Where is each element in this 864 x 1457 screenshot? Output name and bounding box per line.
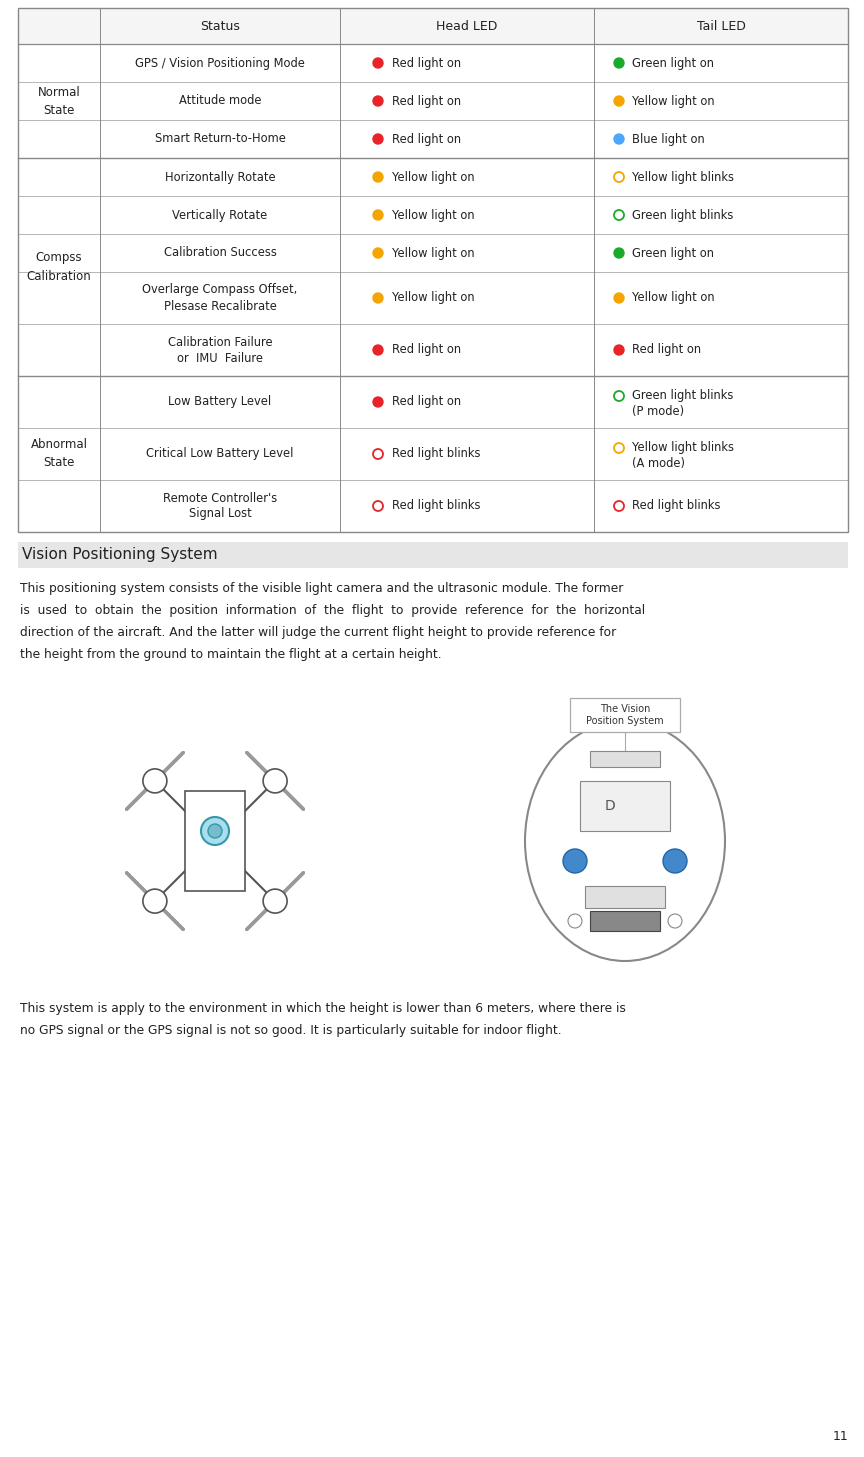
Ellipse shape	[525, 721, 725, 962]
Text: Remote Controller's: Remote Controller's	[163, 491, 277, 504]
Text: Red light on: Red light on	[392, 395, 461, 408]
Text: Yellow light blinks: Yellow light blinks	[632, 170, 734, 184]
Text: Green light blinks: Green light blinks	[632, 208, 734, 221]
Circle shape	[373, 58, 383, 68]
Circle shape	[143, 889, 167, 914]
Circle shape	[373, 172, 383, 182]
Text: Plesase Recalibrate: Plesase Recalibrate	[163, 300, 276, 312]
Text: Yellow light on: Yellow light on	[632, 291, 715, 305]
Circle shape	[663, 849, 687, 873]
Text: Green light on: Green light on	[632, 57, 714, 70]
Text: Blue light on: Blue light on	[632, 133, 705, 146]
Text: 11: 11	[832, 1429, 848, 1442]
Text: Head LED: Head LED	[436, 19, 498, 32]
Text: Yellow light on: Yellow light on	[392, 291, 474, 305]
Text: Compss
Calibration: Compss Calibration	[27, 252, 92, 283]
Text: Low Battery Level: Low Battery Level	[168, 395, 271, 408]
Text: or  IMU  Failure: or IMU Failure	[177, 351, 263, 364]
Circle shape	[614, 345, 624, 356]
Text: Vertically Rotate: Vertically Rotate	[173, 208, 268, 221]
Text: Red light on: Red light on	[632, 344, 701, 357]
Text: Normal
State: Normal State	[38, 86, 80, 117]
Circle shape	[373, 210, 383, 220]
Text: Critical Low Battery Level: Critical Low Battery Level	[146, 447, 294, 460]
Text: Status: Status	[200, 19, 240, 32]
Text: no GPS signal or the GPS signal is not so good. It is particularly suitable for : no GPS signal or the GPS signal is not s…	[20, 1024, 562, 1037]
Text: Overlarge Compass Offset,: Overlarge Compass Offset,	[143, 284, 297, 297]
Text: Yellow light on: Yellow light on	[392, 170, 474, 184]
Bar	[570, 698, 680, 731]
Circle shape	[614, 96, 624, 106]
Text: This positioning system consists of the visible light camera and the ultrasonic : This positioning system consists of the …	[20, 581, 623, 594]
Text: is  used  to  obtain  the  position  information  of  the  flight  to  provide  : is used to obtain the position informati…	[20, 605, 645, 616]
Text: GPS / Vision Positioning Mode: GPS / Vision Positioning Mode	[135, 57, 305, 70]
Text: Yellow light on: Yellow light on	[632, 95, 715, 108]
Text: Smart Return-to-Home: Smart Return-to-Home	[155, 133, 285, 146]
Circle shape	[143, 769, 167, 793]
Circle shape	[201, 817, 229, 845]
Circle shape	[568, 914, 582, 928]
Bar	[18, 542, 848, 568]
Text: Vision Positioning System: Vision Positioning System	[22, 548, 218, 562]
Text: Yellow light on: Yellow light on	[392, 246, 474, 259]
Circle shape	[373, 96, 383, 106]
Text: Yellow light blinks: Yellow light blinks	[632, 441, 734, 455]
Circle shape	[264, 889, 287, 914]
Text: D: D	[605, 798, 615, 813]
Bar	[18, 7, 848, 44]
Text: The Vision
Position System: The Vision Position System	[586, 704, 664, 726]
Circle shape	[373, 345, 383, 356]
Circle shape	[614, 58, 624, 68]
Text: Red light on: Red light on	[392, 344, 461, 357]
Circle shape	[614, 248, 624, 258]
Bar	[590, 750, 660, 766]
Text: Signal Lost: Signal Lost	[188, 507, 251, 520]
Bar	[185, 791, 245, 892]
Text: Abnormal
State: Abnormal State	[30, 439, 87, 469]
Bar	[580, 781, 670, 830]
Circle shape	[614, 293, 624, 303]
Circle shape	[668, 914, 682, 928]
Text: Red light blinks: Red light blinks	[632, 500, 721, 513]
Bar	[18, 7, 848, 532]
Circle shape	[373, 248, 383, 258]
Text: Red light on: Red light on	[392, 57, 461, 70]
Text: Tail LED: Tail LED	[696, 19, 746, 32]
Bar	[590, 911, 660, 931]
Text: (P mode): (P mode)	[632, 405, 684, 418]
Text: Calibration Success: Calibration Success	[163, 246, 276, 259]
Text: Red light blinks: Red light blinks	[392, 447, 480, 460]
Text: (A mode): (A mode)	[632, 457, 685, 471]
Circle shape	[264, 769, 287, 793]
Circle shape	[373, 293, 383, 303]
Circle shape	[614, 134, 624, 144]
Text: Horizontally Rotate: Horizontally Rotate	[165, 170, 276, 184]
Text: direction of the aircraft. And the latter will judge the current flight height t: direction of the aircraft. And the latte…	[20, 627, 616, 640]
Text: the height from the ground to maintain the flight at a certain height.: the height from the ground to maintain t…	[20, 648, 442, 661]
Text: Red light on: Red light on	[392, 133, 461, 146]
Circle shape	[563, 849, 587, 873]
Text: This system is apply to the environment in which the height is lower than 6 mete: This system is apply to the environment …	[20, 1002, 626, 1016]
Bar	[585, 886, 665, 908]
Text: Calibration Failure: Calibration Failure	[168, 335, 272, 348]
Circle shape	[373, 396, 383, 407]
Text: Red light blinks: Red light blinks	[392, 500, 480, 513]
Circle shape	[373, 134, 383, 144]
Text: Attitude mode: Attitude mode	[179, 95, 261, 108]
Text: Red light on: Red light on	[392, 95, 461, 108]
Text: Green light blinks: Green light blinks	[632, 389, 734, 402]
Text: Green light on: Green light on	[632, 246, 714, 259]
Text: Yellow light on: Yellow light on	[392, 208, 474, 221]
Circle shape	[208, 825, 222, 838]
